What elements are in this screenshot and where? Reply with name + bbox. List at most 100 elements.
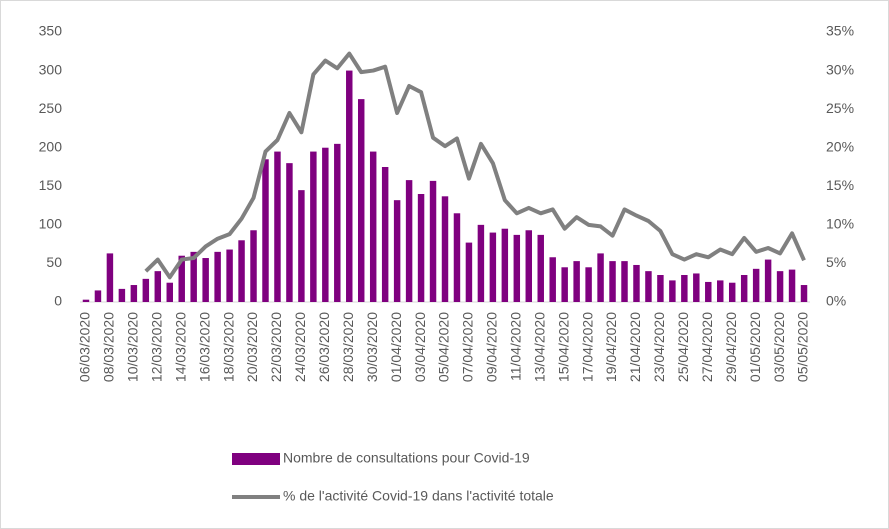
x-tick-label: 15/04/2020 [555, 312, 571, 382]
bar [681, 275, 688, 302]
y-tick-label: 100 [39, 216, 63, 232]
bar [393, 200, 401, 302]
x-tick-label: 26/03/2020 [316, 312, 332, 382]
bar [405, 180, 413, 302]
bar [298, 190, 305, 302]
bar [142, 278, 150, 302]
bar [597, 253, 604, 302]
bar [609, 261, 616, 302]
bar [82, 299, 90, 302]
x-tick-label: 27/04/2020 [699, 312, 715, 382]
bar [717, 280, 724, 302]
y2-tick-label: 0% [826, 293, 846, 309]
x-tick-label: 11/04/2020 [508, 312, 524, 381]
bar [621, 261, 628, 302]
y2-tick-label: 35% [826, 23, 854, 39]
bar [178, 255, 185, 302]
y2-tick-label: 5% [826, 254, 846, 270]
y-tick-label: 300 [39, 61, 63, 77]
x-tick-label: 01/04/2020 [388, 312, 404, 382]
bar [669, 280, 676, 302]
x-tick-label: 03/04/2020 [412, 312, 428, 382]
x-tick-label: 03/05/2020 [771, 312, 787, 382]
bar [525, 230, 533, 302]
bar [417, 194, 425, 302]
bar [573, 261, 580, 302]
y-tick-label: 200 [39, 138, 63, 154]
bar [705, 281, 712, 302]
x-tick-label: 30/03/2020 [364, 312, 380, 382]
bar [441, 196, 449, 302]
bar [238, 240, 245, 302]
bar [166, 282, 173, 302]
bar [262, 159, 269, 302]
bar [645, 271, 652, 302]
x-tick-label: 05/05/2020 [795, 312, 811, 382]
y2-tick-label: 20% [826, 138, 854, 154]
bar [633, 264, 640, 302]
x-tick-label: 28/03/2020 [340, 312, 356, 382]
bar [429, 180, 437, 302]
x-tick-label: 09/04/2020 [484, 312, 500, 382]
bar [693, 273, 700, 302]
bar [154, 271, 162, 302]
bar [214, 251, 221, 302]
bar [489, 232, 497, 302]
bar [453, 213, 461, 302]
y-tick-label: 150 [39, 177, 63, 193]
legend-swatch [232, 453, 280, 465]
x-tick-label: 06/03/2020 [77, 312, 93, 382]
legend-label: % de l'activité Covid-19 dans l'activité… [283, 488, 554, 504]
bar [226, 249, 233, 302]
bar [346, 70, 353, 302]
x-tick-label: 18/03/2020 [220, 312, 236, 382]
bar [513, 234, 521, 302]
x-tick-label: 19/04/2020 [603, 312, 619, 382]
x-tick-label: 29/04/2020 [723, 312, 739, 382]
y2-tick-label: 30% [826, 61, 854, 77]
x-tick-label: 25/04/2020 [675, 312, 691, 382]
bar [728, 282, 736, 302]
x-tick-label: 16/03/2020 [196, 312, 212, 382]
bar [561, 267, 568, 302]
bar [357, 99, 365, 302]
bar [657, 275, 664, 302]
bar [130, 285, 138, 302]
line [144, 51, 806, 280]
bar [286, 163, 293, 302]
x-tick-label: 01/05/2020 [747, 312, 763, 382]
bar [740, 275, 748, 302]
bar [190, 251, 197, 302]
x-tick-label: 08/03/2020 [101, 312, 117, 382]
bar [800, 285, 808, 302]
bar [322, 147, 329, 302]
bar [776, 271, 784, 302]
x-tick-label: 14/03/2020 [172, 312, 188, 382]
y2-tick-label: 25% [826, 100, 854, 116]
bar [250, 230, 257, 302]
x-tick-label: 12/03/2020 [148, 312, 164, 382]
x-tick-label: 24/03/2020 [292, 312, 308, 382]
y2-tick-label: 15% [826, 177, 854, 193]
x-tick-label: 17/04/2020 [579, 312, 595, 382]
bar [118, 288, 126, 302]
bar [369, 151, 377, 302]
y-tick-label: 50 [46, 254, 62, 270]
bar [381, 167, 389, 302]
bar [501, 228, 509, 302]
bar [94, 290, 102, 302]
bar [477, 224, 485, 302]
y-tick-label: 0 [54, 293, 62, 309]
x-tick-label: 10/03/2020 [125, 312, 141, 382]
bar [788, 269, 796, 302]
y2-tick-label: 10% [826, 216, 854, 232]
bar [465, 242, 473, 302]
x-tick-label: 05/04/2020 [436, 312, 452, 382]
x-tick-label: 20/03/2020 [244, 312, 260, 382]
bar [310, 151, 317, 302]
bar [274, 151, 281, 302]
x-tick-label: 13/04/2020 [531, 312, 547, 382]
bar [585, 267, 592, 302]
legend-label: Nombre de consultations pour Covid-19 [283, 450, 530, 466]
